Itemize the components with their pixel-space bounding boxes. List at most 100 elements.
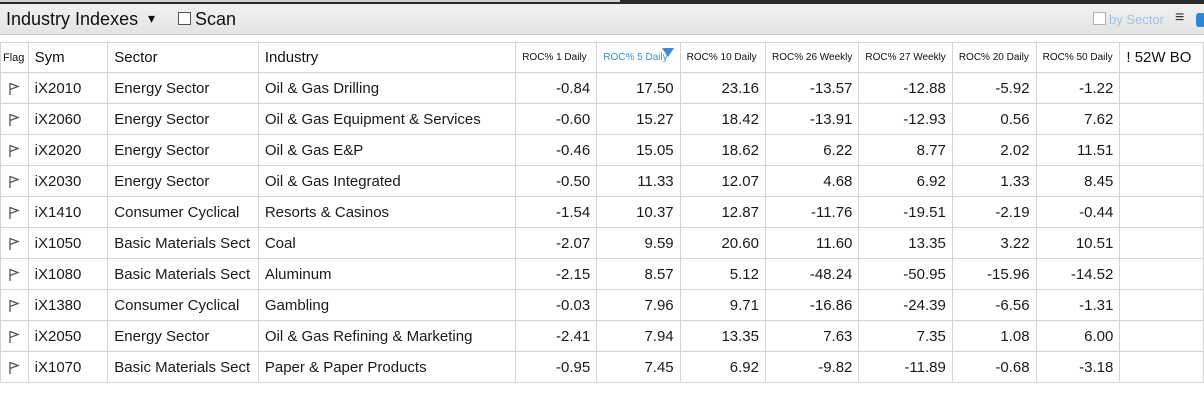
sym-cell[interactable]: iX2010 [27,72,109,104]
sector-cell: Energy Sector [107,103,259,135]
roc-value-cell: 20.60 [679,227,767,259]
flag-icon[interactable] [0,196,29,228]
table-row[interactable]: iX1050 Basic Materials Sect Coal -2.07 9.59 2… [0,227,1204,259]
panel-options-button[interactable] [1196,13,1204,27]
52w-bo-cell [1119,320,1204,352]
sector-cell: Energy Sector [107,134,259,166]
roc-value-cell: 1.08 [951,320,1037,352]
roc-value-cell: 10.37 [596,196,681,228]
sector-cell: Energy Sector [107,72,259,104]
col-header-flag[interactable]: Flag [0,42,29,73]
industry-cell: Paper & Paper Products [257,351,517,383]
table-row[interactable]: iX1380 Consumer Cyclical Gambling -0.03 7.96… [0,289,1204,321]
52w-bo-cell [1119,258,1204,290]
roc-value-cell: 10.51 [1035,227,1121,259]
52w-bo-cell [1119,134,1204,166]
table-body: iX2010 Energy Sector Oil & Gas Drilling -0.… [0,72,1204,383]
table-row[interactable]: iX2060 Energy Sector Oil & Gas Equipment &… [0,103,1204,135]
flag-icon[interactable] [0,289,29,321]
roc-value-cell: 23.16 [679,72,767,104]
roc-value-cell: 12.87 [679,196,767,228]
table-row[interactable]: iX1410 Consumer Cyclical Resorts & Casinos… [0,196,1204,228]
roc-value-cell: -13.91 [764,103,860,135]
flag-icon[interactable] [0,165,29,197]
table-row[interactable]: iX2030 Energy Sector Oil & Gas Integrated -… [0,165,1204,197]
table-row[interactable]: iX1080 Basic Materials Sect Aluminum -2.15 8… [0,258,1204,290]
roc-value-cell: 18.42 [679,103,767,135]
sector-cell: Energy Sector [107,165,259,197]
col-header-sym[interactable]: Sym [27,42,109,73]
col-header-roc-10-daily[interactable]: ROC% 10 Daily [679,42,767,73]
roc-value-cell: 11.51 [1035,134,1121,166]
table-row[interactable]: iX2050 Energy Sector Oil & Gas Refining & … [0,320,1204,352]
sym-cell[interactable]: iX1080 [27,258,109,290]
col-header-52w-bo[interactable]: ! 52W BO [1119,42,1204,73]
roc-value-cell: -0.50 [515,165,598,197]
flag-icon[interactable] [0,227,29,259]
flag-icon[interactable] [0,351,29,383]
by-sector-checkbox[interactable] [1093,12,1106,25]
roc-value-cell: -2.41 [515,320,598,352]
roc-value-cell: -50.95 [858,258,953,290]
roc-value-cell: -0.03 [515,289,598,321]
industry-cell: Oil & Gas Equipment & Services [257,103,517,135]
panel-title[interactable]: Industry Indexes [6,9,139,29]
col-header-roc-5-daily[interactable]: ROC% 5 Daily [596,42,681,73]
scan-checkbox[interactable] [178,12,191,25]
flag-icon[interactable] [0,320,29,352]
roc-value-cell: 7.35 [858,320,953,352]
roc-value-cell: -0.95 [515,351,598,383]
roc-value-cell: -0.60 [515,103,598,135]
roc-value-cell: 6.92 [858,165,953,197]
col-header-roc-26-weekly[interactable]: ROC% 26 Weekly [764,42,860,73]
table-row[interactable]: iX2010 Energy Sector Oil & Gas Drilling -0.… [0,72,1204,104]
roc-value-cell: 7.63 [764,320,860,352]
industry-cell: Aluminum [257,258,517,290]
table-row[interactable]: iX1070 Basic Materials Sect Paper & Paper … [0,351,1204,383]
sector-cell: Basic Materials Sect [107,258,259,290]
col-header-roc-1-daily[interactable]: ROC% 1 Daily [515,42,598,73]
flag-icon[interactable] [0,134,29,166]
roc-value-cell: 7.62 [1035,103,1121,135]
roc-value-cell: 18.62 [679,134,767,166]
roc-value-cell: -11.76 [764,196,860,228]
flag-icon[interactable] [0,72,29,104]
industry-cell: Gambling [257,289,517,321]
flag-icon[interactable] [0,258,29,290]
sym-cell[interactable]: iX1070 [27,351,109,383]
by-sector-label[interactable]: by Sector [1109,12,1164,27]
sym-cell[interactable]: iX2030 [27,165,109,197]
col-header-roc-27-weekly[interactable]: ROC% 27 Weekly [858,42,953,73]
sector-cell: Consumer Cyclical [107,196,259,228]
sym-cell[interactable]: iX1380 [27,289,109,321]
sym-cell[interactable]: iX1050 [27,227,109,259]
table-row[interactable]: iX2020 Energy Sector Oil & Gas E&P -0.46 15.… [0,134,1204,166]
col-header-industry[interactable]: Industry [257,42,517,73]
sym-cell[interactable]: iX2060 [27,103,109,135]
roc-value-cell: -13.57 [764,72,860,104]
roc-value-cell: -1.22 [1035,72,1121,104]
industry-cell: Oil & Gas Refining & Marketing [257,320,517,352]
roc-value-cell: 8.45 [1035,165,1121,197]
col-header-roc-20-daily[interactable]: ROC% 20 Daily [951,42,1037,73]
roc-value-cell: 9.59 [596,227,681,259]
flag-icon[interactable] [0,103,29,135]
scan-label[interactable]: Scan [195,9,237,29]
menu-icon[interactable]: ≡ [1175,9,1185,26]
dropdown-caret-icon[interactable]: ▾ [148,10,156,26]
sym-cell[interactable]: iX2020 [27,134,109,166]
roc-value-cell: 7.96 [596,289,681,321]
roc-value-cell: -48.24 [764,258,860,290]
industry-cell: Oil & Gas E&P [257,134,517,166]
industry-cell: Coal [257,227,517,259]
col-header-roc-50-daily[interactable]: ROC% 50 Daily [1035,42,1121,73]
sym-cell[interactable]: iX1410 [27,196,109,228]
sym-cell[interactable]: iX2050 [27,320,109,352]
industry-cell: Oil & Gas Integrated [257,165,517,197]
52w-bo-cell [1119,289,1204,321]
col-header-sector[interactable]: Sector [107,42,259,73]
col-header-roc-5-daily-label: ROC% 5 Daily [603,52,668,63]
roc-value-cell: -2.07 [515,227,598,259]
roc-value-cell: 8.57 [596,258,681,290]
roc-value-cell: -0.44 [1035,196,1121,228]
